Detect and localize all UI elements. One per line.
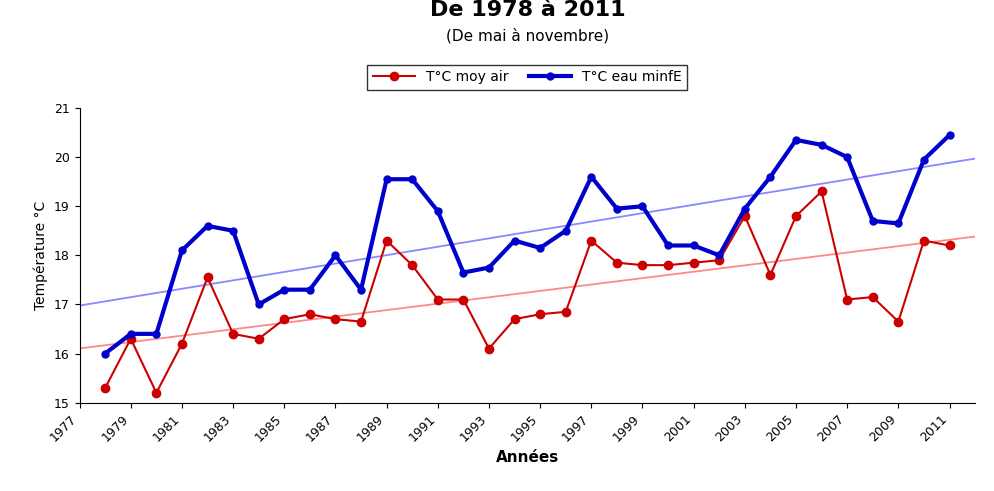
T°C eau minfE — [431, 208, 443, 214]
T°C moy air — [99, 385, 111, 391]
T°C moy air — [866, 294, 878, 300]
T°C eau minfE — [661, 243, 673, 248]
T°C moy air — [815, 189, 827, 194]
T°C eau minfE — [227, 228, 239, 234]
T°C moy air — [713, 257, 725, 263]
T°C moy air — [917, 238, 929, 244]
T°C eau minfE — [99, 351, 111, 356]
T°C eau minfE — [381, 176, 393, 182]
T°C moy air — [278, 316, 290, 322]
T°C moy air — [252, 336, 264, 342]
T°C moy air — [584, 238, 596, 244]
T°C eau minfE — [763, 174, 775, 180]
T°C moy air — [840, 297, 852, 302]
T°C eau minfE — [636, 203, 648, 209]
T°C eau minfE — [840, 154, 852, 160]
T°C eau minfE — [482, 265, 494, 271]
T°C eau minfE — [303, 287, 315, 293]
T°C moy air — [431, 297, 443, 302]
T°C moy air — [560, 309, 572, 315]
T°C eau minfE — [687, 243, 699, 248]
T°C eau minfE — [739, 206, 750, 212]
T°C eau minfE — [789, 137, 801, 143]
T°C eau minfE — [815, 142, 827, 148]
T°C eau minfE — [176, 247, 188, 253]
X-axis label: Années: Années — [495, 450, 559, 464]
T°C moy air — [942, 243, 954, 248]
T°C eau minfE — [610, 206, 622, 212]
T°C moy air — [482, 346, 494, 352]
T°C eau minfE — [406, 176, 417, 182]
Text: (De mai à novembre): (De mai à novembre) — [445, 27, 608, 43]
T°C moy air — [636, 262, 648, 268]
T°C moy air — [508, 316, 520, 322]
T°C moy air — [381, 238, 393, 244]
T°C moy air — [534, 311, 546, 317]
Line: T°C moy air: T°C moy air — [101, 188, 952, 397]
T°C eau minfE — [534, 245, 546, 251]
T°C eau minfE — [866, 218, 878, 224]
T°C eau minfE — [942, 132, 954, 138]
T°C moy air — [150, 390, 162, 396]
T°C moy air — [303, 311, 315, 317]
Y-axis label: Température °C: Température °C — [34, 201, 49, 310]
Text: De 1978 à 2011: De 1978 à 2011 — [429, 0, 624, 20]
T°C moy air — [763, 272, 775, 278]
T°C moy air — [687, 260, 699, 266]
T°C eau minfE — [278, 287, 290, 293]
T°C eau minfE — [508, 238, 520, 244]
T°C moy air — [610, 260, 622, 266]
T°C eau minfE — [892, 220, 904, 226]
Line: T°C eau minfE: T°C eau minfE — [101, 132, 952, 357]
T°C eau minfE — [560, 228, 572, 234]
T°C eau minfE — [329, 252, 341, 258]
T°C eau minfE — [355, 287, 367, 293]
T°C moy air — [124, 336, 136, 342]
T°C eau minfE — [584, 174, 596, 180]
T°C eau minfE — [917, 157, 929, 163]
T°C moy air — [457, 297, 469, 302]
T°C eau minfE — [457, 270, 469, 275]
T°C moy air — [892, 319, 904, 325]
T°C moy air — [789, 213, 801, 219]
T°C moy air — [329, 316, 341, 322]
T°C moy air — [661, 262, 673, 268]
T°C moy air — [227, 331, 239, 337]
T°C eau minfE — [713, 252, 725, 258]
T°C eau minfE — [202, 223, 214, 229]
T°C moy air — [739, 213, 750, 219]
T°C moy air — [406, 262, 417, 268]
T°C eau minfE — [124, 331, 136, 337]
T°C moy air — [202, 274, 214, 280]
T°C moy air — [355, 319, 367, 325]
T°C eau minfE — [150, 331, 162, 337]
Legend: T°C moy air, T°C eau minfE: T°C moy air, T°C eau minfE — [367, 65, 687, 90]
T°C moy air — [176, 341, 188, 347]
T°C eau minfE — [252, 301, 264, 307]
